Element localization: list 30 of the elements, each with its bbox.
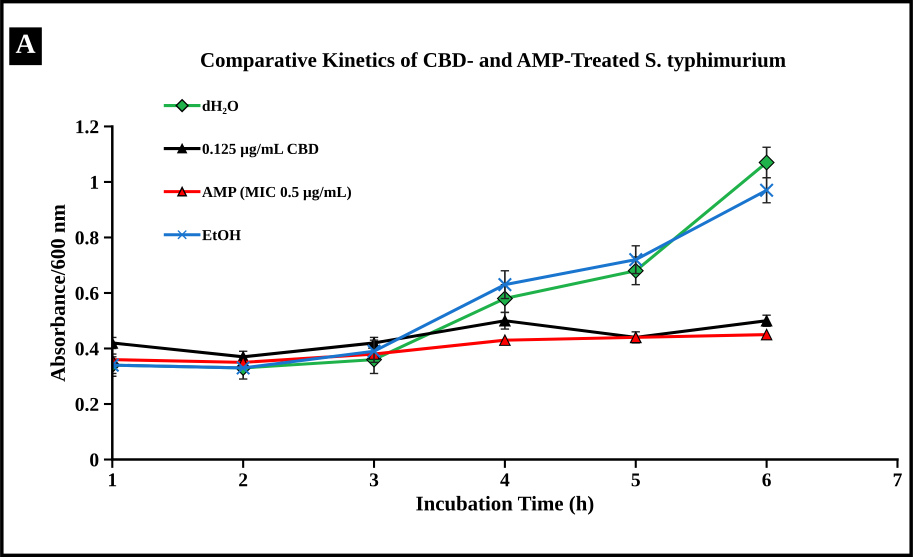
x-tick-label: 5 — [632, 473, 640, 486]
legend-label: AMP (MIC 0.5 µg/mL) — [202, 186, 351, 200]
y-tick-label: 0.2 — [76, 398, 98, 412]
point — [499, 314, 511, 326]
x-tick-label: 3 — [370, 473, 378, 486]
point — [760, 328, 772, 340]
point — [366, 344, 382, 359]
legend-label: 0.125 µg/mL CBD — [202, 144, 318, 158]
y-tick-label: 0.8 — [76, 231, 98, 244]
point — [498, 277, 512, 292]
chart-title: Comparative Kinetics of CBD- and AMP-Treated S. typhimurium — [201, 52, 786, 72]
point — [758, 154, 775, 170]
point — [499, 334, 511, 346]
y-tick-label: 0 — [90, 453, 98, 466]
text: A — [16, 34, 36, 53]
y-tick-label: 1.2 — [76, 120, 98, 134]
x-tick-label: 1 — [108, 473, 116, 486]
legend-label: EtOH — [202, 230, 241, 240]
x-axis-title: Incubation Time (h) — [416, 496, 594, 515]
y-axis-title: Absorbance/600 nm — [50, 204, 66, 382]
x-tick-label: 4 — [500, 473, 510, 486]
x-tick-label: 7 — [894, 473, 902, 486]
point — [628, 252, 644, 267]
point — [759, 182, 774, 198]
y-tick-label: 1 — [90, 176, 98, 189]
y-tick-label: 0.6 — [76, 286, 99, 300]
x-tick-label: 2 — [239, 473, 248, 486]
y-tick-label: 0.4 — [76, 342, 99, 356]
x-tick-label: 6 — [762, 473, 771, 486]
legend-label: dH₂O — [202, 100, 238, 114]
